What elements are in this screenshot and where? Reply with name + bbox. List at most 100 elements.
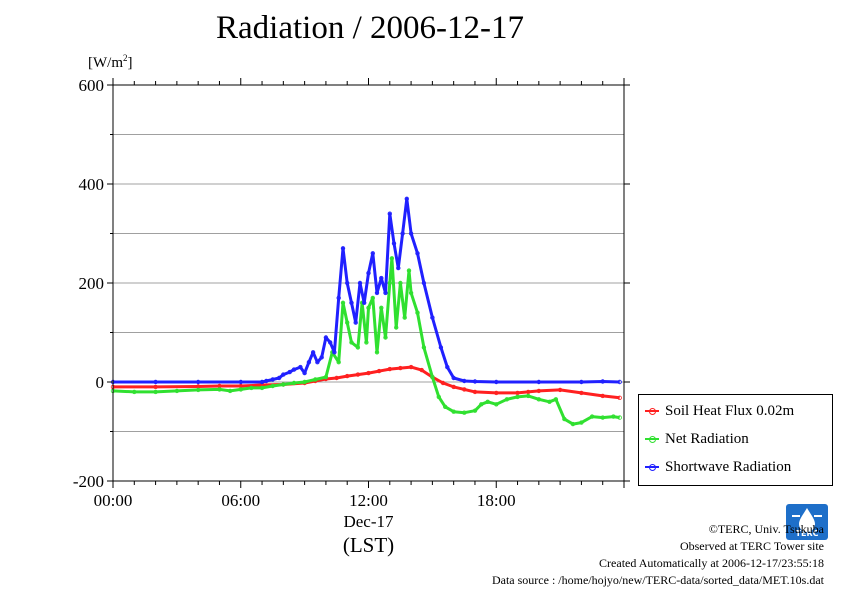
data-point [370,295,375,301]
data-point [494,390,499,396]
data-point [408,231,414,236]
x-tick-label: 06:00 [221,491,260,510]
data-point [332,350,337,355]
data-point [440,380,446,386]
data-point [349,340,354,345]
series-layer [110,196,622,427]
data-point [472,379,478,384]
data-point [334,375,339,381]
data-point [328,340,333,345]
data-point [526,393,531,399]
data-point [259,379,265,385]
data-point [408,290,414,296]
legend-label: Shortwave Radiation [665,458,792,475]
data-point [249,385,254,391]
data-point [398,365,403,371]
data-point [462,387,467,392]
data-point [336,295,341,301]
data-point [611,414,616,419]
data-point [472,389,478,395]
data-point [557,387,563,393]
data-point [383,290,388,296]
data-point [515,394,520,400]
data-point [357,280,363,286]
data-point [617,379,622,385]
data-point [579,379,584,385]
data-point [323,374,329,380]
data-point [451,409,456,414]
legend-item-net-radiation: Net Radiation [645,429,749,449]
data-point [589,414,595,419]
data-point [436,394,441,400]
y-axis-unit: [W/m2] [88,53,133,71]
legend-swatch-net [645,432,659,446]
data-point [415,310,420,315]
data-point [579,420,584,425]
data-point [340,246,346,251]
y-tick-label: 600 [79,76,105,95]
data-point [472,408,478,413]
data-point [617,415,622,420]
data-point [419,367,424,373]
data-point [462,378,467,384]
y-tick-label: 200 [79,274,105,293]
data-point [600,415,605,420]
data-point [379,305,384,310]
data-point [349,300,354,305]
data-point [238,387,243,392]
data-point [451,375,456,381]
data-point [310,350,316,355]
data-point [336,360,341,365]
data-point [421,280,427,286]
data-point [485,399,490,404]
data-point [374,290,380,296]
data-point [323,335,329,340]
data-point [400,231,405,236]
data-point [445,364,450,370]
data-point [494,402,499,407]
y-tick-label: 0 [96,373,105,392]
data-point [132,389,137,395]
data-point [430,374,435,380]
data-point [617,395,622,400]
legend-item-shortwave-radiation: Shortwave Radiation [645,457,791,477]
data-point [570,421,576,427]
y-tick-label: -200 [73,472,104,491]
data-point [315,360,320,365]
data-point [153,379,158,385]
data-point [387,366,392,372]
data-point [345,280,350,286]
legend-swatch-soil [645,404,659,418]
data-point [402,315,407,320]
data-point [536,397,541,402]
data-point [153,389,158,395]
data-point [353,320,358,325]
data-point [306,360,312,365]
y-tick-label: 400 [79,175,105,194]
x-date-label: Dec-17 [343,512,394,531]
data-point [362,300,367,305]
data-point [287,369,292,375]
data-point [451,384,456,390]
data-point [394,325,399,330]
data-point [264,378,269,384]
data-point [379,275,384,281]
data-point [281,382,286,387]
data-point [291,380,297,386]
data-point [600,379,605,384]
data-point [291,367,297,372]
data-point [366,305,371,310]
data-point [276,375,282,381]
footer-observed: Observed at TERC Tower site [679,539,824,553]
footer-source: Data source : /home/hojyo/new/TERC-data/… [491,573,824,587]
data-point [600,393,605,399]
data-point [355,372,361,377]
data-point [319,355,324,360]
legend-label: Net Radiation [665,430,749,447]
data-point [462,410,467,415]
data-point [345,320,350,325]
data-point [504,397,510,402]
data-point [547,399,552,404]
data-point [415,251,420,256]
